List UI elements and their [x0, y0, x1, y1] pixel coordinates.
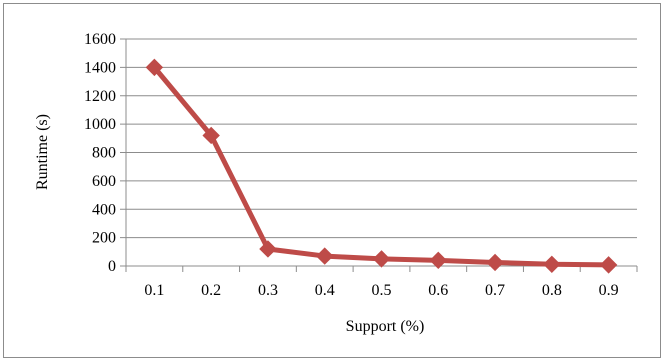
x-tick-label: 0.6 — [428, 282, 448, 299]
series-runtime — [151, 64, 612, 268]
y-tick-label: 1000 — [84, 116, 116, 133]
data-point-diamond — [599, 256, 618, 274]
data-point-diamond — [202, 126, 220, 145]
x-tick-label: 0.5 — [372, 282, 392, 299]
y-tick-label: 200 — [92, 230, 116, 247]
x-tick-label: 0.1 — [144, 282, 164, 299]
data-point-diamond — [259, 240, 277, 258]
data-point-diamond — [316, 247, 334, 265]
data-point-diamond — [429, 251, 447, 270]
x-tick-label: 0.7 — [485, 282, 505, 299]
x-tick-label: 0.9 — [599, 282, 619, 299]
data-point-diamond — [145, 58, 164, 77]
data-point-diamond — [372, 250, 391, 268]
x-axis-title: Support (%) — [346, 318, 425, 335]
x-tick-label: 0.3 — [258, 282, 278, 299]
gridlines — [126, 38, 637, 239]
series-line — [151, 64, 612, 268]
y-tick-label: 600 — [92, 173, 116, 190]
data-points — [145, 58, 618, 274]
y-tick-label: 400 — [92, 201, 116, 218]
y-tick-labels: 0 200 400 600 800 1000 1200 1400 1600 — [84, 31, 116, 275]
x-tick-label: 0.2 — [201, 282, 221, 299]
x-tick-labels: 0.1 0.2 0.3 0.4 0.5 0.6 0.7 0.8 0.9 — [144, 282, 618, 299]
y-axis-title: Runtime (s) — [34, 114, 51, 190]
x-tick-label: 0.4 — [315, 282, 335, 299]
x-tick-label: 0.8 — [542, 282, 562, 299]
y-tick-label: 1200 — [84, 88, 116, 105]
y-tick-label: 800 — [92, 145, 116, 162]
y-tick-label: 1600 — [84, 31, 116, 48]
axes — [120, 38, 638, 272]
y-tick-label: 1400 — [84, 59, 116, 76]
data-point-diamond — [486, 253, 504, 272]
data-point-diamond — [543, 255, 561, 274]
y-tick-label: 0 — [108, 258, 116, 275]
